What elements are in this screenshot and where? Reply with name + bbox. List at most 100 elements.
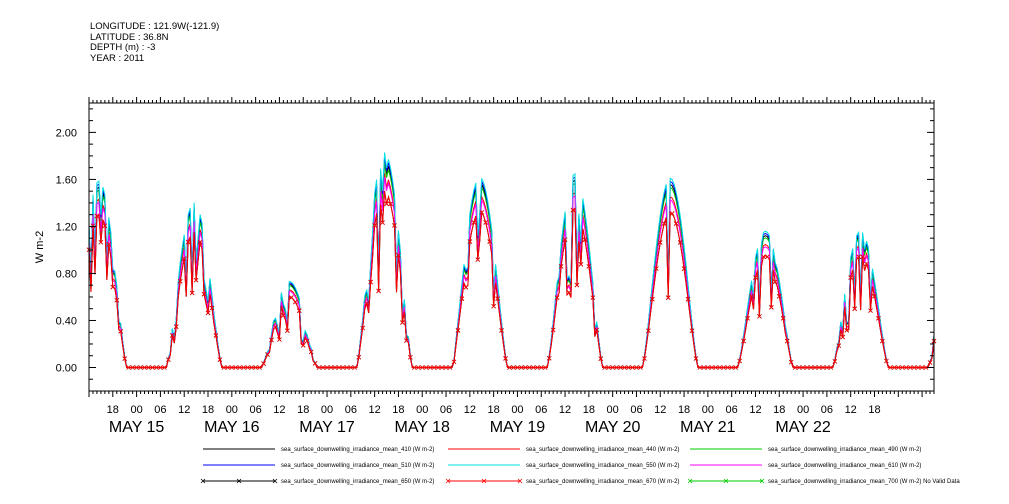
x-date-label: MAY 21 xyxy=(680,419,736,436)
series-marker-7 xyxy=(542,365,548,370)
series-marker-7 xyxy=(602,365,608,370)
series-marker-7 xyxy=(162,365,167,370)
series-marker-7 xyxy=(669,211,675,216)
series-marker-7 xyxy=(102,223,108,229)
series-marker-7 xyxy=(352,365,358,370)
series-marker-7 xyxy=(673,221,679,226)
series-marker-7 xyxy=(899,365,905,370)
y-tick-label: 0.40 xyxy=(56,315,77,327)
series-marker-7 xyxy=(134,365,139,370)
series-marker-7 xyxy=(392,223,397,228)
x-tick-label: 18 xyxy=(107,404,119,416)
series-marker-7 xyxy=(523,365,528,370)
series-marker-7 xyxy=(784,338,790,344)
series-marker-7 xyxy=(832,359,838,364)
series-marker-7 xyxy=(229,365,235,370)
series-marker-7 xyxy=(154,365,159,370)
series-marker-7 xyxy=(197,239,203,245)
axis-ticks xyxy=(88,97,935,397)
series-marker-7 xyxy=(911,365,917,370)
series-marker-7 xyxy=(296,308,302,313)
year-text: YEAR : 2011 xyxy=(90,52,145,64)
series-marker-7 xyxy=(614,365,619,370)
series-marker-7 xyxy=(868,308,873,313)
series-marker-7 xyxy=(824,365,830,370)
series-marker-7 xyxy=(106,242,112,247)
series-marker-7 xyxy=(328,365,334,370)
series-marker-7 xyxy=(475,257,481,262)
x-date-label: MAY 22 xyxy=(775,419,831,436)
series-marker-7 xyxy=(423,365,429,370)
x-tick-label: 18 xyxy=(392,404,404,416)
plot-frame xyxy=(88,102,935,392)
series-marker-7 xyxy=(852,306,857,312)
series-marker-7 xyxy=(257,365,262,370)
series-marker-7 xyxy=(396,252,401,258)
series-marker-7 xyxy=(820,365,826,370)
series-marker-7 xyxy=(189,290,195,296)
series-marker-7 xyxy=(665,295,671,300)
x-date-label: MAY 18 xyxy=(395,419,451,436)
y-tick-label: 1.60 xyxy=(56,174,77,186)
series-marker-7 xyxy=(281,313,286,318)
series-marker-7 xyxy=(769,305,774,310)
series-marker-7 xyxy=(677,240,683,245)
series-marker-7 xyxy=(578,262,584,267)
series-line-6 xyxy=(88,191,935,368)
x-tick-label: 12 xyxy=(369,404,381,416)
series-marker-7 xyxy=(308,349,314,355)
series-marker-7 xyxy=(598,356,604,361)
y-tick-label: 0.80 xyxy=(56,268,77,280)
series-marker-7 xyxy=(94,213,100,219)
series-marker-7 xyxy=(606,365,611,370)
series-marker-7 xyxy=(217,357,223,362)
series-marker-7 xyxy=(880,338,885,344)
series-marker-7 xyxy=(566,290,572,295)
series-marker-7 xyxy=(733,365,738,370)
legend-label-5: sea_surface_downwelling_irradiance_mean_… xyxy=(768,463,921,469)
x-tick-label: 18 xyxy=(868,404,880,416)
series-marker-7 xyxy=(531,365,536,370)
legend-marker-7 xyxy=(445,478,451,484)
series-marker-7 xyxy=(372,223,377,228)
legend-marker-6 xyxy=(272,478,278,484)
series-marker-7 xyxy=(507,365,512,370)
series-marker-7 xyxy=(427,365,433,370)
series-marker-7 xyxy=(701,365,707,370)
series-marker-7 xyxy=(705,365,711,370)
series-marker-7 xyxy=(657,240,663,245)
legend: sea_surface_downwelling_irradiance_mean_… xyxy=(200,447,960,485)
series-marker-7 xyxy=(316,365,322,370)
series-marker-7 xyxy=(836,343,842,348)
series-marker-7 xyxy=(380,220,385,225)
legend-marker-6 xyxy=(200,478,206,484)
series-marker-7 xyxy=(896,365,901,370)
series-marker-7 xyxy=(443,365,449,370)
series-marker-7 xyxy=(697,365,703,370)
series-marker-7 xyxy=(487,239,492,244)
legend-marker-8 xyxy=(687,478,693,484)
y-axis-label: W m-2 xyxy=(34,231,46,263)
series-marker-7 xyxy=(293,299,298,305)
legend-label-1: sea_surface_downwelling_irradiance_mean_… xyxy=(526,447,679,453)
series-marker-7 xyxy=(253,365,258,370)
series-marker-7 xyxy=(903,365,909,370)
series-marker-7 xyxy=(269,337,274,343)
series-marker-7 xyxy=(249,365,254,370)
series-marker-7 xyxy=(364,301,369,306)
series-marker-7 xyxy=(535,365,540,370)
x-tick-label: 06 xyxy=(440,404,452,416)
series-marker-7 xyxy=(729,365,734,370)
series-marker-7 xyxy=(860,254,865,260)
series-marker-7 xyxy=(848,275,853,280)
series-marker-7 xyxy=(808,365,814,370)
series-marker-7 xyxy=(685,296,691,302)
series-marker-7 xyxy=(927,360,933,365)
series-marker-7 xyxy=(463,285,469,290)
series-marker-7 xyxy=(185,239,191,245)
metadata-header: LONGITUDE : 121.9W(-121.9) LATITUDE : 36… xyxy=(90,21,219,64)
series-marker-7 xyxy=(340,365,346,370)
series-marker-7 xyxy=(872,294,877,299)
x-date-label: MAY 16 xyxy=(204,419,260,436)
